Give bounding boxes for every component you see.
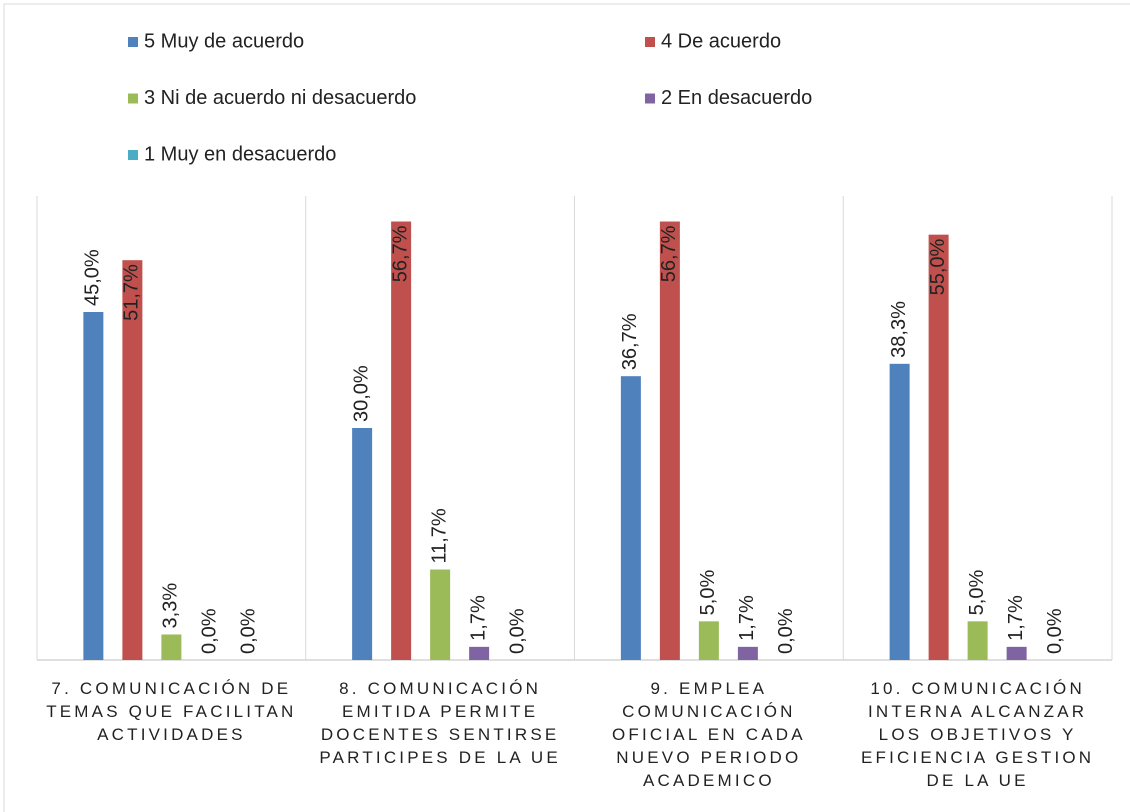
x-tick-label: 8. COMUNICACIÓN EMITIDA PERMITE DOCENTES… [319, 679, 561, 767]
data-label: 38,3% [888, 301, 910, 358]
data-label: 0,0% [1044, 608, 1066, 654]
bar [122, 260, 143, 660]
x-tick-label: 9. EMPLEA COMUNICACIÓN OFICIAL EN CADA N… [611, 679, 806, 790]
legend-label: 4 De acuerdo [661, 30, 781, 52]
bar [469, 646, 490, 660]
bar [737, 646, 758, 660]
data-label: 36,7% [619, 313, 641, 370]
legend-label: 1 Muy en desacuerdo [144, 143, 336, 165]
data-label: 0,0% [199, 608, 221, 654]
data-label: 30,0% [350, 365, 372, 422]
bar [698, 621, 719, 660]
data-label: 5,0% [966, 570, 988, 616]
data-label: 1,7% [1005, 595, 1027, 641]
data-label: 1,7% [467, 595, 489, 641]
data-label: 55,0% [927, 238, 949, 295]
legend-swatch [645, 37, 655, 47]
bar [928, 234, 949, 660]
bar [83, 312, 104, 660]
data-label: 0,0% [238, 608, 260, 654]
legend-label: 5 Muy de acuerdo [144, 30, 304, 52]
bar [391, 221, 412, 660]
bar [659, 221, 680, 660]
legend-swatch [128, 93, 138, 104]
legend-swatch [128, 150, 138, 160]
x-tick-label: 7. COMUNICACIÓN DE TEMAS QUE FACILITAN A… [46, 679, 297, 744]
data-label: 1,7% [736, 595, 758, 641]
chart-frame [3, 3, 1130, 812]
x-tick-label: 10. COMUNICACIÓN INTERNA ALCANZAR LOS OB… [860, 679, 1095, 790]
data-label: 11,7% [428, 508, 450, 563]
bar [1006, 646, 1027, 660]
bar [889, 363, 910, 660]
legend-label: 3 Ni de acuerdo ni desacuerdo [144, 87, 416, 109]
data-label: 45,0% [82, 249, 104, 306]
legend-swatch [645, 93, 655, 104]
data-label: 0,0% [506, 608, 528, 654]
data-label: 0,0% [775, 608, 797, 654]
data-label: 5,0% [697, 570, 719, 616]
bar [352, 428, 373, 660]
data-label: 3,3% [160, 583, 182, 629]
data-label: 56,7% [389, 225, 411, 282]
bar [620, 376, 641, 660]
data-label: 51,7% [121, 264, 143, 321]
bar [430, 569, 451, 660]
data-label: 56,7% [658, 225, 680, 282]
legend-swatch [128, 37, 138, 47]
bar [967, 621, 988, 660]
legend-label: 2 En desacuerdo [661, 87, 812, 109]
bar [161, 634, 182, 660]
